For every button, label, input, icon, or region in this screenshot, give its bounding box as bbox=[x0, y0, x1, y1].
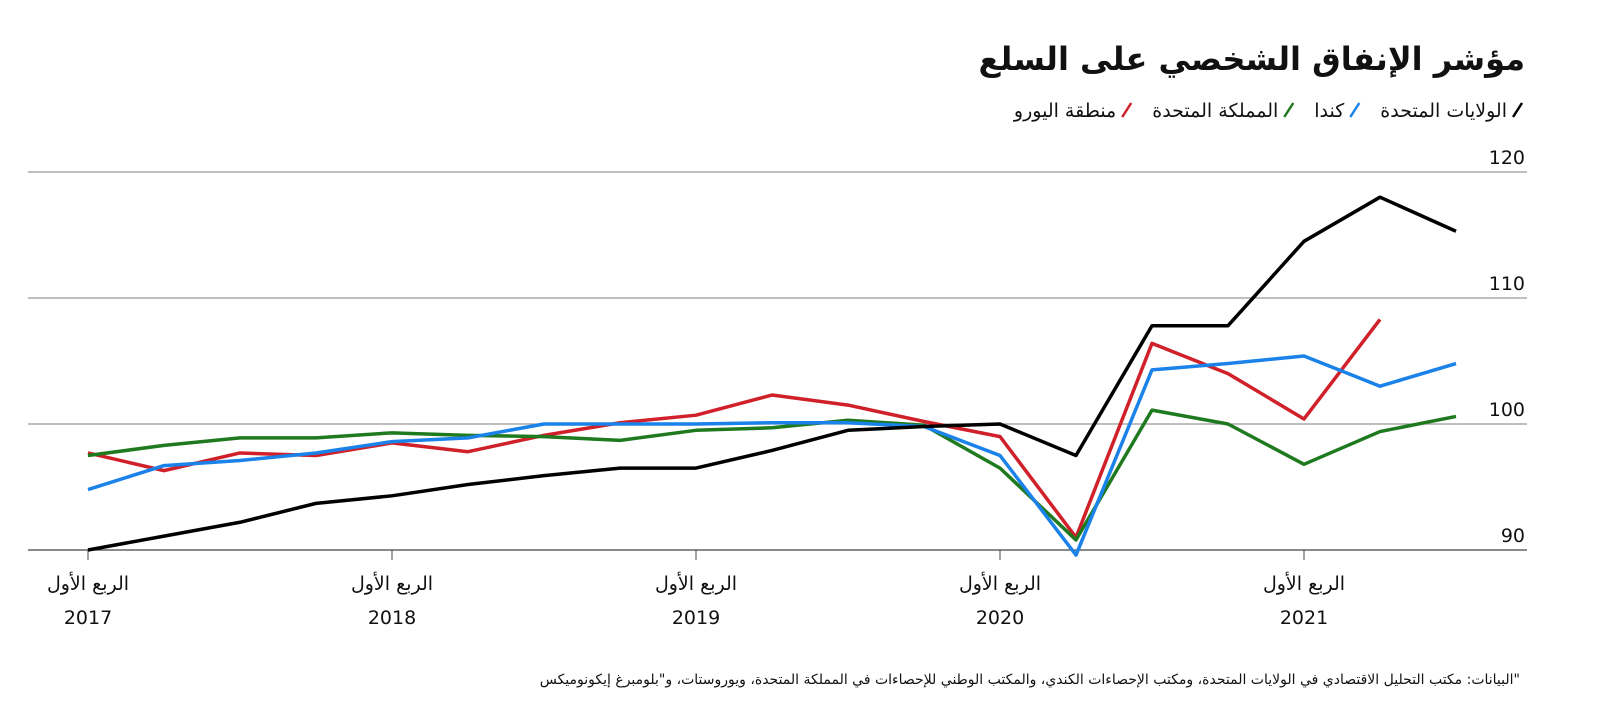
y-tick-label: 110 bbox=[1489, 273, 1525, 295]
legend-label: الولايات المتحدة bbox=[1380, 100, 1507, 122]
x-tick-label: الربع الأول bbox=[1263, 572, 1345, 595]
data-line bbox=[87, 195, 1457, 552]
x-tick-label: 2019 bbox=[672, 607, 720, 629]
source-note: البيانات: مكتب التحليل الاقتصادي في الول… bbox=[540, 672, 1520, 688]
data-line bbox=[87, 354, 1457, 557]
legend-label: كندا bbox=[1314, 100, 1345, 122]
x-tick-label: 2020 bbox=[976, 607, 1024, 629]
x-tick-label: الربع الأول bbox=[351, 572, 433, 595]
legend-swatch bbox=[1349, 102, 1361, 118]
x-tick-label: 2017 bbox=[64, 607, 112, 629]
chart-title: مؤشر الإنفاق الشخصي على السلع bbox=[978, 40, 1525, 78]
x-tick-label: الربع الأول bbox=[47, 572, 129, 595]
y-tick-label: 120 bbox=[1489, 147, 1525, 169]
legend-swatch bbox=[1283, 102, 1295, 118]
x-tick-label: الربع الأول bbox=[959, 572, 1041, 595]
y-tick-label: 90 bbox=[1501, 525, 1525, 547]
legend-swatch bbox=[1511, 102, 1524, 118]
legend-swatch bbox=[1121, 102, 1133, 118]
legend-label: المملكة المتحدة bbox=[1152, 100, 1278, 122]
legend-label: منطقة اليورو bbox=[1013, 100, 1116, 122]
data-line bbox=[87, 408, 1457, 542]
x-tick-label: 2018 bbox=[368, 607, 416, 629]
x-tick-label: 2021 bbox=[1280, 607, 1328, 629]
x-tick-label: الربع الأول bbox=[655, 572, 737, 595]
y-tick-label: 100 bbox=[1489, 399, 1525, 421]
